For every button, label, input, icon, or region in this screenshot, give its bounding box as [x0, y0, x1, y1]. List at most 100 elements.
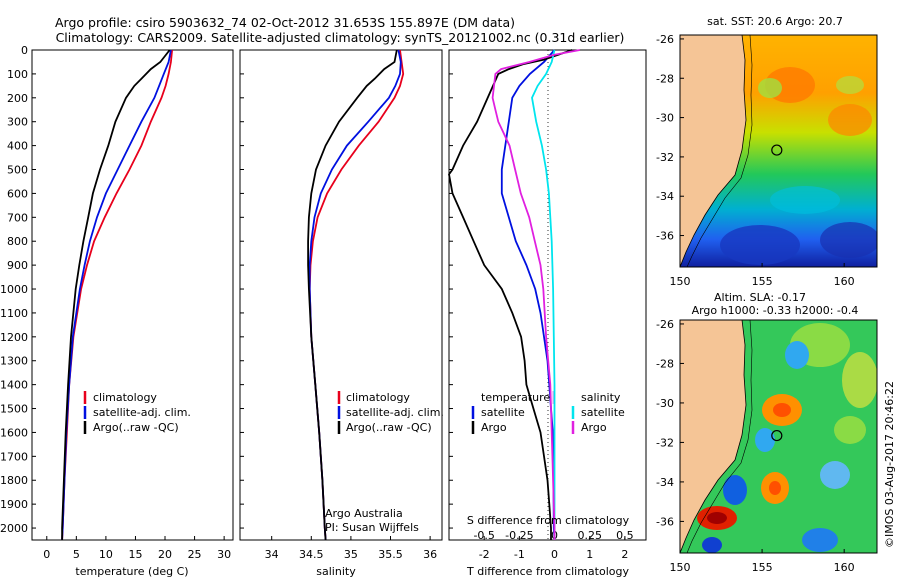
difference-panel: -2 -1 0 1 2-0.5 -0.25 0 0.25 0.5 S difference fr… [448, 49, 647, 578]
argo-location-marker [771, 429, 783, 442]
latitude-tick-label: -26 [656, 33, 674, 46]
sla-patch [842, 352, 877, 408]
depth-tick-label: 1300 [0, 355, 28, 368]
legend-climatology-label: climatology [93, 391, 157, 404]
latitude-tick-label: -30 [656, 112, 674, 125]
legend-climatology-label: climatology [346, 391, 410, 404]
s-difference-tick-label: -0.5 [473, 529, 494, 542]
sla-shelf-contour [686, 320, 753, 553]
longitude-tick-label: 160 [834, 561, 855, 574]
depth-tick-label: 1800 [0, 474, 28, 487]
sst-coastline [680, 35, 747, 267]
sla-warm-eddy [769, 481, 781, 495]
depth-tick-label: 500 [7, 164, 28, 177]
sst-map-title: sat. SST: 20.6 Argo: 20.7 [707, 15, 843, 28]
salinity-line-argo [307, 49, 398, 541]
argo-location-marker [771, 144, 783, 156]
sst-map-frame [679, 34, 878, 268]
legend-argo-label: Argo(..raw -QC) [93, 421, 179, 434]
temperature-legend: climatology satellite-adj. clim. Argo(..… [83, 391, 191, 434]
sst-warm-patch [828, 104, 872, 136]
sst-land [680, 35, 746, 267]
latitude-tick-label: -36 [656, 230, 674, 243]
credit-text: Argo Australia [325, 507, 403, 520]
sla-land [680, 320, 746, 553]
depth-tick-label: 1600 [0, 426, 28, 439]
s-difference-tick-label: 0.5 [616, 529, 634, 542]
sla-warm-eddy [773, 403, 791, 417]
longitude-tick-label: 155 [752, 275, 773, 288]
legend-s-satellite-label: satellite [581, 406, 625, 419]
s-difference-label: S difference from climatology [467, 514, 630, 527]
difference-line-s-satellite [531, 49, 556, 540]
temperature-line-argo [61, 49, 171, 540]
legend-satellite-label: satellite-adj. clim. [93, 406, 191, 419]
sla-cold-eddy [755, 428, 775, 452]
latitude-tick-label: -26 [656, 318, 674, 331]
salinity-lines [307, 49, 405, 541]
sla-map-panel: Altim. SLA: -0.17 Argo h1000: -0.33 h200… [656, 291, 878, 574]
depth-tick-label: 100 [7, 68, 28, 81]
legend-satellite-label: satellite-adj. clim. [346, 406, 444, 419]
depth-tick-label: 900 [7, 259, 28, 272]
legend-s-argo-label: Argo [581, 421, 607, 434]
difference-line-s-argo [491, 49, 581, 540]
salinity-tick-label: 35.5 [378, 548, 403, 561]
longitude-tick-label: 150 [670, 275, 691, 288]
legend-argo-label: Argo(..raw -QC) [346, 421, 432, 434]
salinity-ticks: 34 34.5 35 35.5 36 [240, 49, 437, 561]
temperature-tick-label: 25 [188, 548, 202, 561]
temperature-xlabel: temperature (deg C) [75, 565, 188, 578]
t-difference-label: T difference from climatology [466, 565, 629, 578]
sst-shelf-contour [686, 35, 753, 267]
latitude-tick-label: -34 [656, 476, 674, 489]
depth-tick-label: 700 [7, 211, 28, 224]
sla-map-title-1: Altim. SLA: -0.17 [714, 291, 806, 304]
salinity-tick-label: 35 [344, 548, 358, 561]
depth-tick-label: 600 [7, 187, 28, 200]
sla-patch [834, 416, 866, 444]
salinity-tick-label: 34.5 [299, 548, 324, 561]
salinity-tick-label: 34 [265, 548, 279, 561]
salinity-axes-box [239, 49, 443, 541]
longitude-tick-label: 150 [670, 561, 691, 574]
depth-tick-label: 1900 [0, 498, 28, 511]
salinity-xlabel: salinity [316, 565, 356, 578]
latitude-tick-label: -30 [656, 397, 674, 410]
depth-tick-label: 0 [21, 44, 28, 57]
sla-cold-eddy [802, 528, 838, 552]
t-difference-tick-label: 1 [586, 548, 593, 561]
salinity-legend: climatology satellite-adj. clim. Argo(..… [337, 391, 444, 434]
longitude-tick-label: 160 [834, 275, 855, 288]
pi-text: PI: Susan Wijffels [325, 521, 419, 534]
sla-cold-eddy [820, 461, 850, 489]
sst-green-patch [836, 76, 864, 94]
t-difference-tick-label: -2 [479, 548, 490, 561]
legend-t-argo-label: Argo [481, 421, 507, 434]
depth-tick-label: 1200 [0, 331, 28, 344]
sst-cool-patch [770, 186, 840, 214]
temperature-tick-label: 5 [73, 548, 80, 561]
latitude-tick-label: -34 [656, 190, 674, 203]
temperature-lines [61, 49, 173, 541]
sla-cold-eddy [785, 341, 809, 369]
longitude-tick-label: 155 [752, 561, 773, 574]
temperature-tick-label: 20 [158, 548, 172, 561]
temperature-axes-box [31, 49, 234, 541]
depth-tick-label: 1100 [0, 307, 28, 320]
latitude-tick-label: -28 [656, 72, 674, 85]
temperature-tick-label: 0 [43, 548, 50, 561]
legend-salinity-title: salinity [581, 391, 621, 404]
sla-map-frame [679, 319, 878, 554]
sst-green-patch [758, 78, 782, 98]
watermark: ©IMOS 03-Aug-2017 20:46:22 [883, 381, 896, 548]
t-difference-tick-label: 0 [551, 548, 558, 561]
sla-map-title-2: Argo h1000: -0.33 h2000: -0.4 [692, 304, 859, 317]
sst-map-ticks: -26 -28 -30 -32 -34 -36 150 155 160 [656, 33, 855, 288]
difference-lines [448, 49, 581, 541]
salinity-tick-label: 36 [423, 548, 437, 561]
sst-cold-patch [820, 222, 877, 258]
depth-tick-label: 1000 [0, 283, 28, 296]
sla-cold-eddy [723, 475, 747, 505]
